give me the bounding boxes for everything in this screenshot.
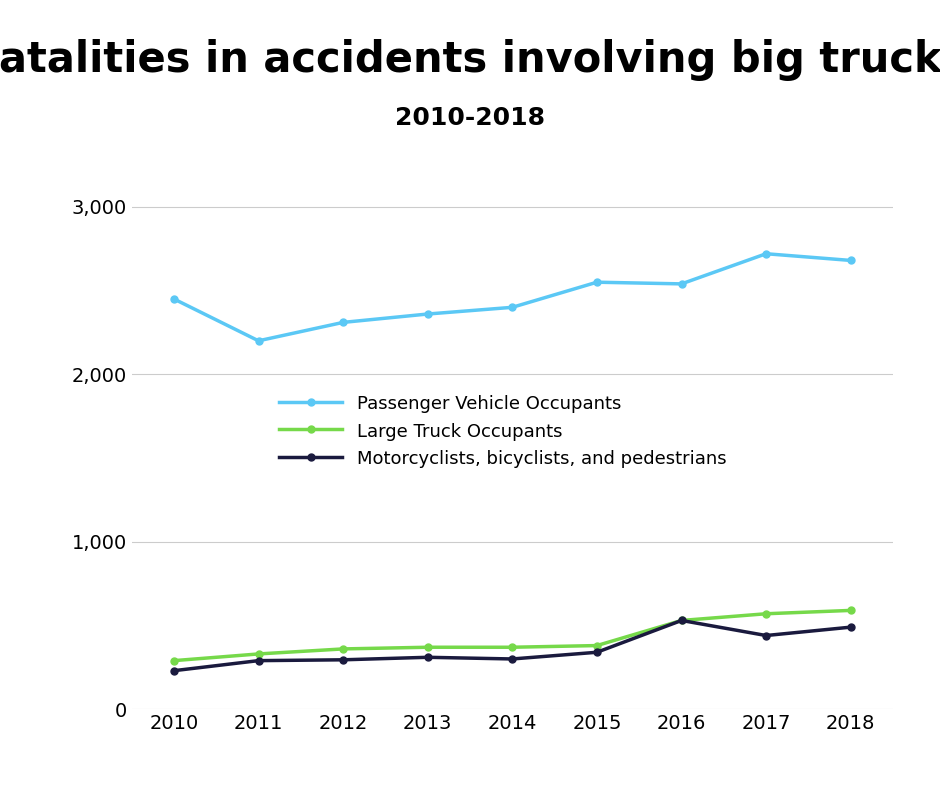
Passenger Vehicle Occupants xyxy=(676,279,687,288)
Large Truck Occupants xyxy=(676,615,687,625)
Motorcyclists, bicyclists, and pedestrians xyxy=(507,654,518,663)
Passenger Vehicle Occupants xyxy=(507,303,518,312)
Motorcyclists, bicyclists, and pedestrians xyxy=(845,623,856,632)
Motorcyclists, bicyclists, and pedestrians xyxy=(253,656,264,665)
Motorcyclists, bicyclists, and pedestrians xyxy=(591,648,603,657)
Line: Motorcyclists, bicyclists, and pedestrians: Motorcyclists, bicyclists, and pedestria… xyxy=(170,617,854,675)
Passenger Vehicle Occupants xyxy=(591,277,603,287)
Passenger Vehicle Occupants xyxy=(760,249,772,258)
Large Truck Occupants xyxy=(845,606,856,615)
Large Truck Occupants xyxy=(422,642,433,652)
Large Truck Occupants xyxy=(507,642,518,652)
Passenger Vehicle Occupants xyxy=(337,318,349,327)
Passenger Vehicle Occupants xyxy=(845,255,856,265)
Large Truck Occupants xyxy=(591,641,603,650)
Text: Fatalities in accidents involving big trucks: Fatalities in accidents involving big tr… xyxy=(0,39,940,81)
Passenger Vehicle Occupants xyxy=(422,310,433,319)
Legend: Passenger Vehicle Occupants, Large Truck Occupants, Motorcyclists, bicyclists, a: Passenger Vehicle Occupants, Large Truck… xyxy=(270,386,735,477)
Large Truck Occupants xyxy=(168,656,180,665)
Motorcyclists, bicyclists, and pedestrians xyxy=(168,666,180,675)
Motorcyclists, bicyclists, and pedestrians xyxy=(676,615,687,625)
Large Truck Occupants xyxy=(760,609,772,619)
Large Truck Occupants xyxy=(337,645,349,654)
Motorcyclists, bicyclists, and pedestrians xyxy=(337,655,349,664)
Line: Passenger Vehicle Occupants: Passenger Vehicle Occupants xyxy=(170,251,854,344)
Motorcyclists, bicyclists, and pedestrians xyxy=(760,630,772,640)
Passenger Vehicle Occupants xyxy=(168,294,180,303)
Large Truck Occupants xyxy=(253,649,264,659)
Motorcyclists, bicyclists, and pedestrians xyxy=(422,652,433,662)
Passenger Vehicle Occupants xyxy=(253,336,264,345)
Line: Large Truck Occupants: Large Truck Occupants xyxy=(170,607,854,664)
Text: 2010-2018: 2010-2018 xyxy=(395,106,545,130)
